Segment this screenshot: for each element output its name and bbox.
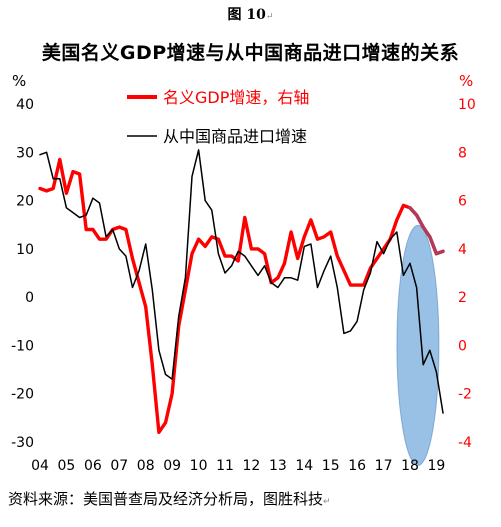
series-layer	[38, 149, 445, 434]
x-tick-label: 16	[348, 458, 366, 474]
series-line-1	[38, 157, 445, 434]
right-tick-label: 2	[458, 290, 467, 306]
x-tick-label: 19	[428, 458, 446, 474]
left-tick-label: 20	[16, 194, 34, 210]
x-tick-label: 18	[401, 458, 419, 474]
right-tick-label: 10	[458, 97, 476, 113]
x-tick-label: 12	[243, 458, 261, 474]
x-tick-label: 17	[375, 458, 393, 474]
left-tick-label: 10	[16, 242, 34, 258]
right-tick-label: 6	[458, 194, 467, 210]
x-tick-label: 04	[31, 458, 49, 474]
left-tick-label: 0	[25, 290, 34, 306]
chart-title: 美国名义GDP增速与从中国商品进口增速的关系	[41, 42, 460, 64]
x-tick-label: 11	[216, 458, 234, 474]
x-tick-label: 15	[322, 458, 340, 474]
x-tick-label: 07	[110, 458, 128, 474]
right-tick-label: -2	[458, 387, 472, 403]
x-tick-label: 05	[58, 458, 76, 474]
figure-label: 图 10↵	[227, 7, 274, 23]
source-note: 资料来源：美国普查局及经济分析局，图胜科技↵	[8, 490, 331, 508]
left-axis-unit: %	[12, 72, 26, 90]
left-tick-label: -30	[11, 435, 34, 451]
x-tick-label: 09	[163, 458, 181, 474]
right-axis-unit: %	[459, 72, 473, 90]
left-tick-label: 30	[16, 145, 34, 161]
series-line-2	[39, 149, 444, 414]
legend-label-1: 名义GDP增速，右轴	[163, 88, 309, 107]
x-tick-label: 10	[190, 458, 208, 474]
x-tick-label: 13	[269, 458, 287, 474]
right-tick-label: 4	[458, 242, 467, 258]
highlight-ellipse	[396, 224, 440, 466]
x-tick-label: 06	[84, 458, 102, 474]
x-tick-label: 08	[137, 458, 155, 474]
x-tick-label: 14	[295, 458, 313, 474]
right-tick-label: -4	[458, 435, 472, 451]
series-line-1-highlight	[408, 206, 445, 256]
right-tick-label: 8	[458, 145, 467, 161]
highlight-layer	[396, 224, 440, 466]
right-tick-label: 0	[458, 338, 467, 354]
left-tick-label: -20	[11, 387, 34, 403]
left-tick-label: -10	[11, 338, 34, 354]
legend-label-2: 从中国商品进口增速	[163, 127, 307, 146]
left-tick-label: 40	[16, 97, 34, 113]
